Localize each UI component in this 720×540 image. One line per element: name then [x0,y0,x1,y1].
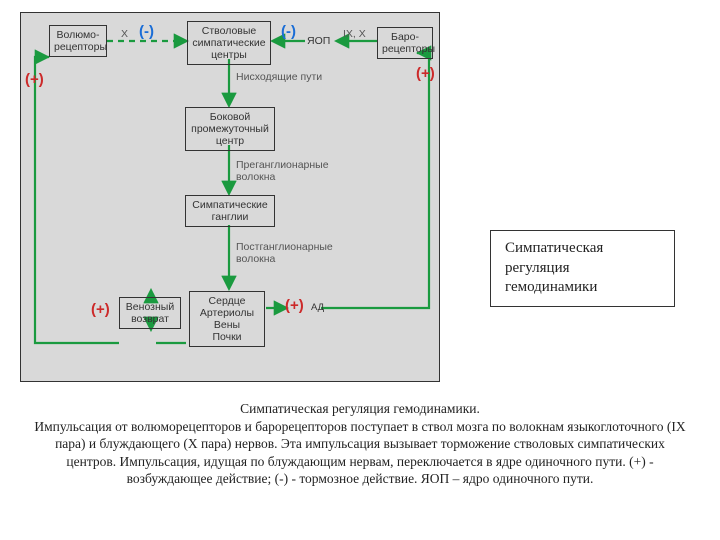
diagram-panel: Волюмо-рецепторы Стволовыесимпатическиец… [20,12,440,382]
node-venous-return: Венозныйвозврат [119,297,181,329]
title-box: Симпатическая регуляция гемодинамики [490,230,675,307]
sign-volumo-inhib: (-) [139,23,154,40]
sign-baro-plus: (+) [416,65,435,82]
caption-text: Симпатическая регуляция гемодинамики.Имп… [30,400,690,488]
sign-brainstem-inhib: (-) [281,23,296,40]
sign-ad-plus: (+) [285,297,304,314]
label-descending: Нисходящие пути [236,71,322,83]
node-ad: АД [311,303,324,314]
node-baroreceptors: Баро-рецепторы [377,27,433,59]
label-x-nerve: X [121,28,128,40]
node-volumoreceptors: Волюмо-рецепторы [49,25,107,57]
node-yop: ЯОП [307,35,330,47]
node-ganglia: Симпатическиеганглии [185,195,275,227]
label-preganglionic: Преганглионарныеволокна [236,159,346,183]
node-targets: СердцеАртериолыВеныПочки [189,291,265,347]
sign-venous-plus: (+) [91,301,110,318]
node-brainstem-centers: Стволовыесимпатическиецентры [187,21,271,65]
node-lateral-center: Боковойпромежуточныйцентр [185,107,275,151]
sign-left-loop-plus: (+) [25,71,44,88]
label-postganglionic: Постганглионарныеволокна [236,241,356,265]
label-ix-x: IX, X [343,28,366,40]
